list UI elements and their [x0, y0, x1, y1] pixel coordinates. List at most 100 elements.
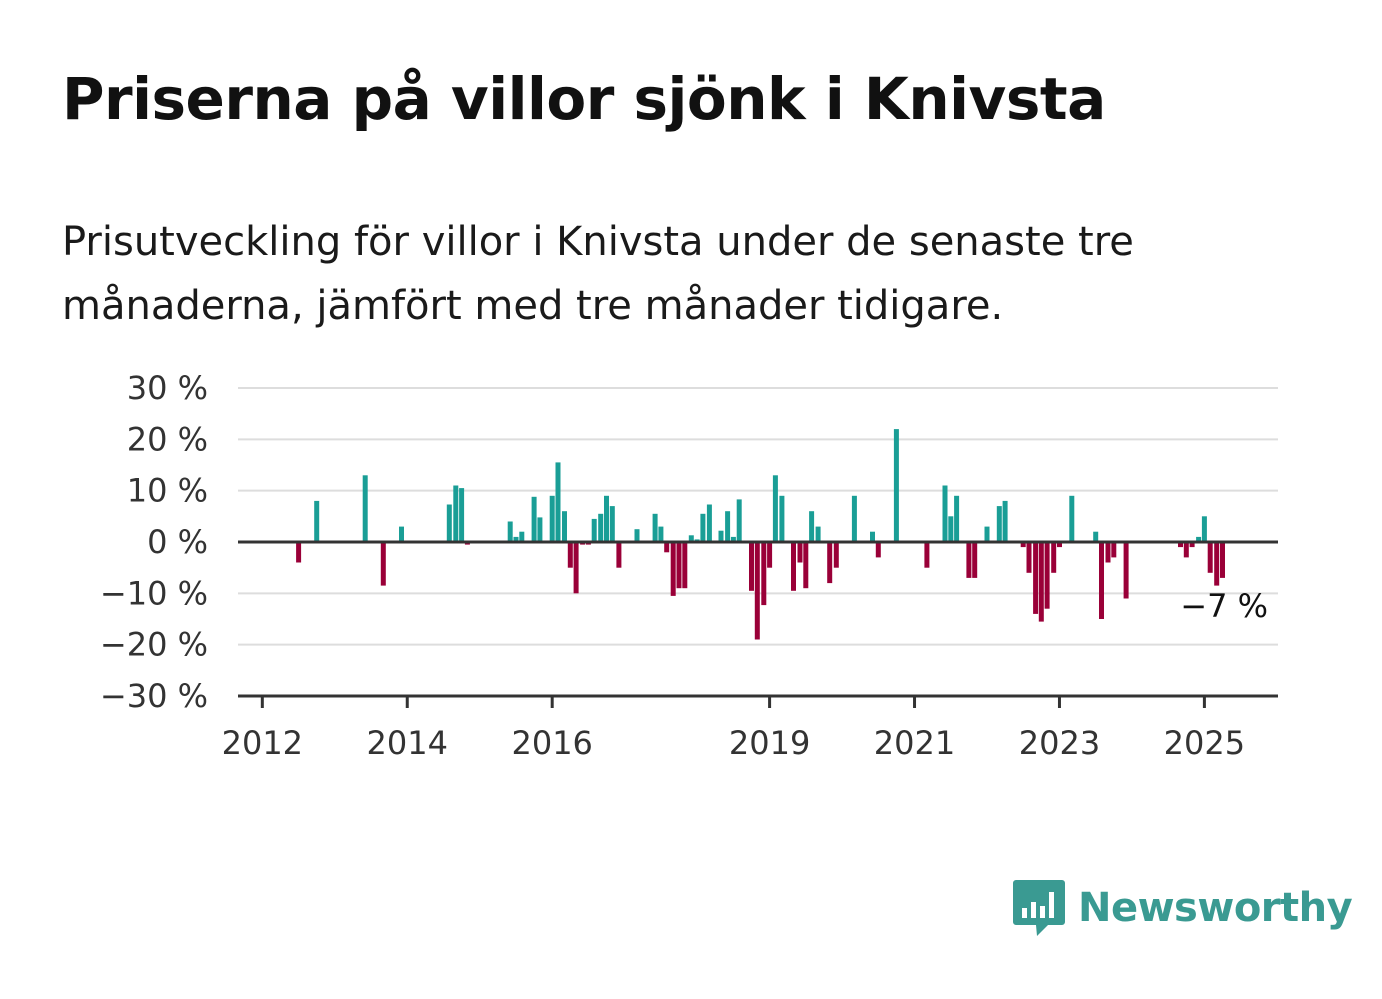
bar	[1178, 542, 1183, 548]
bar	[984, 526, 990, 542]
bar	[833, 542, 839, 568]
bar	[870, 531, 875, 542]
bar	[706, 504, 712, 542]
bar	[604, 495, 609, 542]
bar	[676, 542, 682, 589]
bar	[459, 488, 465, 542]
bar	[725, 511, 731, 542]
bar	[966, 542, 972, 578]
bar	[893, 429, 899, 542]
bar	[1201, 516, 1207, 542]
bar	[942, 485, 948, 542]
x-tick-label: 2025	[1164, 724, 1245, 762]
bar	[296, 542, 302, 563]
bar-chart-speech-bubble-icon	[1013, 880, 1065, 936]
bar	[399, 526, 404, 542]
bar	[591, 518, 597, 542]
bar	[1044, 542, 1050, 609]
y-tick-label: 30 %	[127, 369, 208, 407]
bar	[948, 516, 954, 542]
bar	[1026, 542, 1032, 573]
bar	[670, 542, 676, 596]
bar	[1105, 542, 1111, 563]
bar	[609, 506, 615, 542]
x-tick-label: 2014	[367, 724, 448, 762]
bar	[797, 542, 803, 563]
bar	[803, 542, 809, 589]
bar	[573, 542, 579, 594]
chart-subtitle: Prisutveckling för villor i Knivsta unde…	[62, 219, 1134, 329]
bar	[875, 542, 881, 558]
bar	[616, 542, 622, 568]
bar	[761, 542, 767, 606]
bar	[598, 513, 604, 542]
bar	[362, 475, 368, 542]
axes: 2012 2014 2016 2019 2021 2023 2025	[222, 540, 1278, 762]
bar	[537, 517, 543, 542]
bar	[791, 542, 796, 591]
bar	[1183, 542, 1189, 558]
bar	[1189, 542, 1195, 548]
bar	[1214, 542, 1220, 586]
bar	[1123, 542, 1129, 599]
bar	[815, 526, 821, 542]
bar	[513, 536, 519, 542]
bar	[1220, 542, 1225, 578]
bar	[531, 496, 537, 542]
bar	[851, 495, 857, 542]
bar	[1002, 500, 1008, 542]
brand-name: Newsworthy	[1078, 885, 1353, 931]
bar	[827, 542, 833, 584]
bar	[380, 542, 386, 586]
bar	[567, 542, 573, 568]
bar	[658, 526, 664, 542]
bar	[1111, 542, 1117, 558]
y-tick-label: −10 %	[100, 574, 208, 612]
bar	[688, 535, 694, 542]
latest-value-label: −7 %	[1180, 587, 1268, 625]
bar	[972, 542, 978, 578]
y-tick-label: −20 %	[100, 626, 208, 664]
bar	[519, 531, 525, 542]
bar	[954, 495, 960, 542]
bar	[749, 542, 754, 591]
bar	[562, 511, 567, 542]
bar	[730, 536, 736, 542]
x-tick-label: 2016	[511, 724, 592, 762]
bar	[1069, 495, 1075, 542]
y-tick-label: 20 %	[127, 420, 208, 458]
y-tick-label: 0 %	[147, 523, 208, 561]
bar	[1207, 542, 1213, 573]
bar	[1033, 542, 1039, 614]
chart-title: Priserna på villor sjönk i Knivsta	[62, 65, 1106, 133]
bar	[1196, 536, 1202, 542]
bar	[1038, 542, 1044, 622]
x-tick-label: 2021	[874, 724, 955, 762]
bar	[549, 495, 555, 542]
bars	[296, 429, 1225, 640]
bar	[446, 504, 452, 542]
y-tick-label: 10 %	[127, 472, 208, 510]
bar	[996, 506, 1002, 542]
bar	[1093, 531, 1099, 542]
bar	[453, 485, 459, 542]
bar	[1051, 542, 1057, 573]
bar	[736, 499, 742, 542]
x-tick-label: 2023	[1019, 724, 1100, 762]
bar	[1057, 542, 1062, 548]
bar	[664, 542, 670, 553]
gridlines: 30 % 20 % 10 % 0 % −10 % −20 % −30 %	[100, 369, 1278, 715]
bar	[754, 542, 760, 640]
bar	[772, 475, 778, 542]
bar	[1020, 542, 1026, 548]
bar	[682, 542, 688, 589]
x-tick-label: 2019	[729, 724, 810, 762]
y-tick-label: −30 %	[100, 677, 208, 715]
bar	[652, 513, 658, 542]
bar	[718, 530, 724, 542]
bar	[634, 529, 640, 542]
newsworthy-logo: Newsworthy	[1012, 878, 1353, 938]
bar	[314, 500, 320, 542]
bar	[779, 495, 785, 542]
bar	[767, 542, 773, 568]
